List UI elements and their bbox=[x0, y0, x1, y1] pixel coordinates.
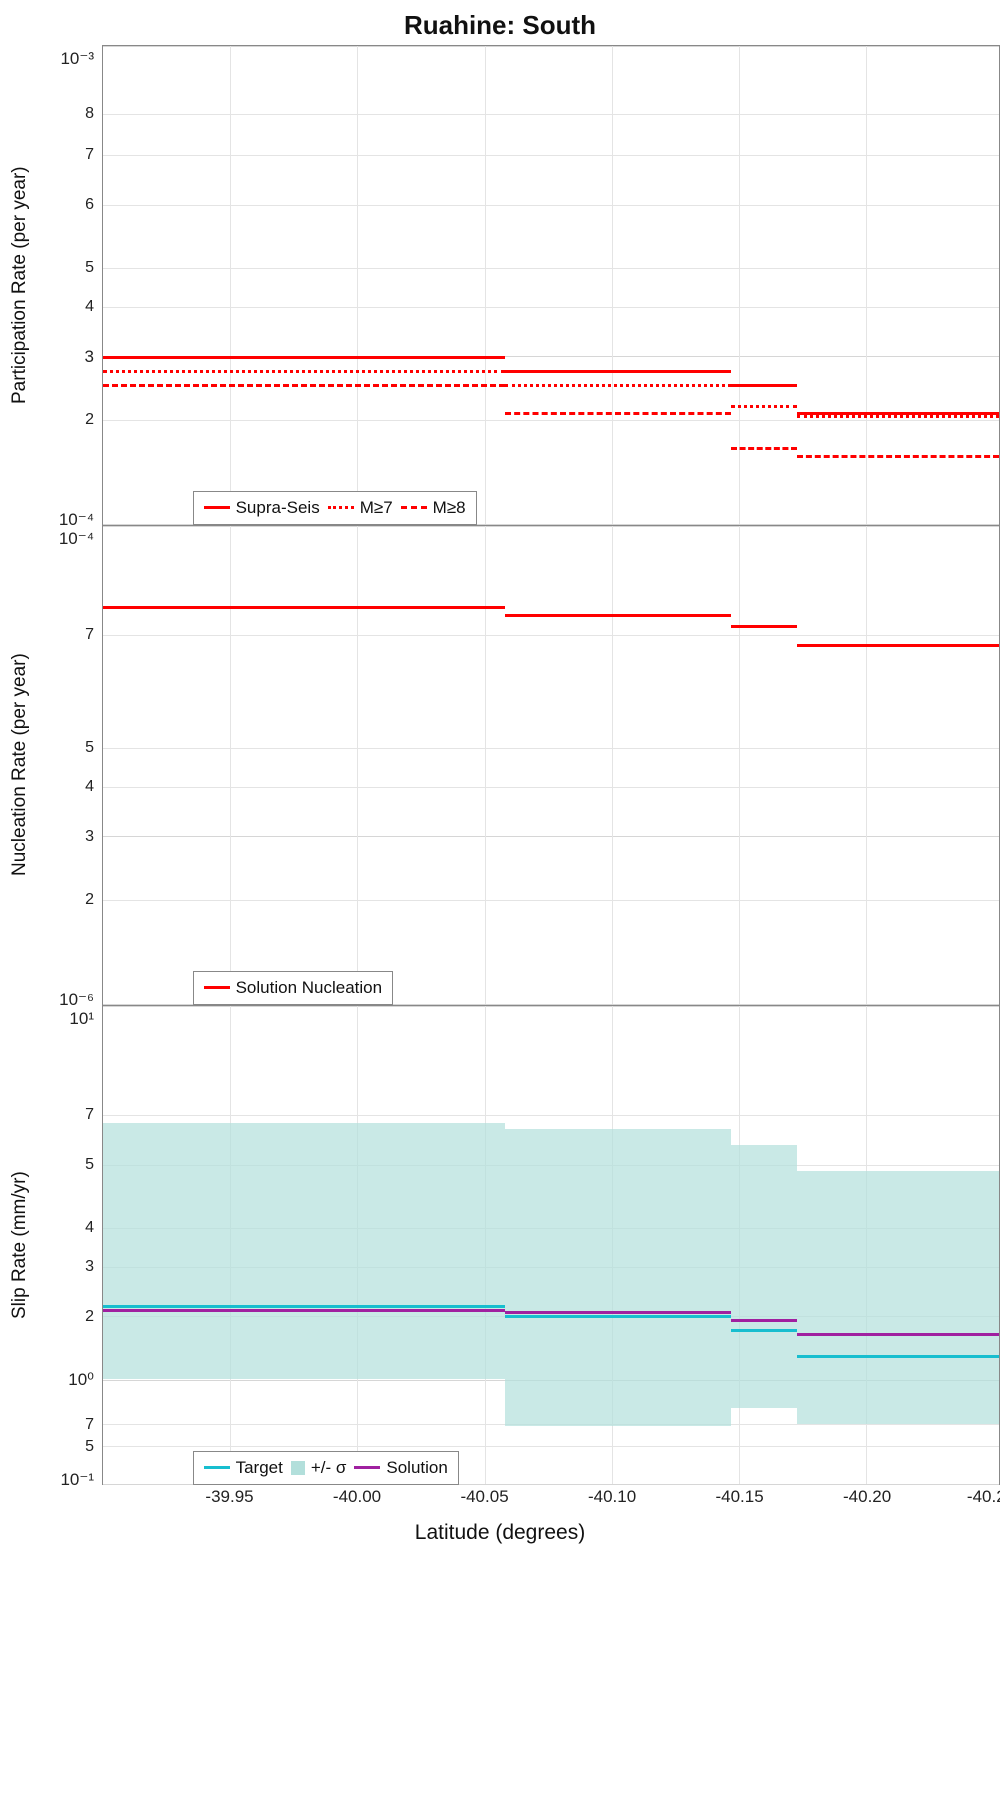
xtick-3: -40.10 bbox=[588, 1487, 636, 1507]
band-sigma-seg1 bbox=[103, 1123, 505, 1379]
xtick-0: -39.95 bbox=[205, 1487, 253, 1507]
panel-sliprate: Slip Rate (mm/yr) 10¹ 7 5 4 3 2 10⁰ 7 5 … bbox=[0, 1005, 1000, 1485]
ytick3-5: 5 bbox=[85, 1438, 94, 1456]
band-sigma-seg2 bbox=[505, 1129, 731, 1425]
ytick-2: 2 bbox=[85, 411, 94, 429]
axis-numbers-sliprate: 10¹ 7 5 4 3 2 10⁰ 7 5 10⁻¹ bbox=[40, 1005, 102, 1485]
ytick-top2: 10⁻⁴ bbox=[59, 529, 94, 549]
ylabel-participation: Participation Rate (per year) bbox=[0, 45, 40, 525]
ytick-7: 7 bbox=[85, 146, 94, 164]
legend-participation[interactable]: Supra-Seis M≥7 M≥8 bbox=[193, 491, 477, 525]
ytick2-2: 2 bbox=[85, 891, 94, 909]
axis-numbers-nucleation: 10⁻⁴ 7 5 4 3 2 10⁻⁶ bbox=[40, 525, 102, 1005]
plot-area-sliprate: Target +/- σ Solution bbox=[102, 1005, 1000, 1485]
line-solution-nucleation-seg4 bbox=[797, 644, 999, 647]
line-solution-nucleation-seg3 bbox=[731, 625, 797, 628]
xaxis-row: -39.95 -40.00 -40.05 -40.10 -40.15 -40.2… bbox=[0, 1485, 1000, 1519]
line-m7-seg1 bbox=[103, 370, 505, 373]
line-target-seg1 bbox=[103, 1305, 505, 1308]
xtick-2: -40.05 bbox=[460, 1487, 508, 1507]
xtick-5: -40.20 bbox=[843, 1487, 891, 1507]
ytick3-7: 7 bbox=[85, 1106, 94, 1124]
ylabel-nucleation: Nucleation Rate (per year) bbox=[0, 525, 40, 1005]
chart-container: Ruahine: South Participation Rate (per y… bbox=[0, 0, 1000, 1559]
ytick-3: 3 bbox=[85, 347, 94, 367]
ytick3-4: 4 bbox=[85, 1219, 94, 1237]
plot-area-nucleation: Solution Nucleation bbox=[102, 525, 1000, 1005]
legend-nucleation[interactable]: Solution Nucleation bbox=[193, 971, 393, 1005]
ytick3-3: 3 bbox=[85, 1258, 94, 1276]
xaxis-title: Latitude (degrees) bbox=[0, 1519, 1000, 1559]
line-supra-seis-seg2 bbox=[505, 370, 731, 373]
line-m7-seg3 bbox=[731, 405, 797, 408]
line-m7-seg4 bbox=[797, 415, 999, 418]
ytick3-2: 2 bbox=[85, 1308, 94, 1326]
ytick3-5b: 5 bbox=[85, 1156, 94, 1174]
xtick-1: -40.00 bbox=[333, 1487, 381, 1507]
xaxis-labels: -39.95 -40.00 -40.05 -40.10 -40.15 -40.2… bbox=[102, 1485, 1000, 1519]
ytick-4: 4 bbox=[85, 298, 94, 316]
line-m8-seg1 bbox=[103, 384, 505, 387]
line-target-seg3 bbox=[731, 1329, 797, 1332]
band-sigma-seg4 bbox=[797, 1171, 999, 1424]
legend-sliprate[interactable]: Target +/- σ Solution bbox=[193, 1451, 459, 1485]
ytick3-1: 10⁰ bbox=[68, 1370, 94, 1390]
ytick-6: 6 bbox=[85, 196, 94, 214]
line-solution-nucleation-seg2 bbox=[505, 614, 731, 617]
legend-item-m7: M≥7 bbox=[328, 498, 393, 518]
legend-item-target: Target bbox=[204, 1458, 283, 1478]
axis-numbers-participation: 10⁻³ 8 7 6 5 4 3 2 10⁻⁴ bbox=[40, 45, 102, 525]
line-m8-seg3 bbox=[731, 447, 797, 450]
plot-area-participation: Supra-Seis M≥7 M≥8 bbox=[102, 45, 1000, 525]
line-m8-seg4 bbox=[797, 455, 999, 458]
line-m8-seg2 bbox=[505, 412, 731, 415]
legend-item-supra-seis: Supra-Seis bbox=[204, 498, 320, 518]
legend-item-m8: M≥8 bbox=[401, 498, 466, 518]
line-supra-seis-seg3 bbox=[731, 384, 797, 387]
panel-nucleation: Nucleation Rate (per year) 10⁻⁴ 7 5 4 3 … bbox=[0, 525, 1000, 1005]
line-m7-seg2 bbox=[505, 384, 731, 387]
legend-item-sigma: +/- σ bbox=[291, 1458, 347, 1478]
line-solution-seg2 bbox=[505, 1311, 731, 1314]
ytick-top: 10⁻³ bbox=[60, 49, 94, 69]
line-solution-seg4 bbox=[797, 1333, 999, 1336]
legend-item-solution-nucleation: Solution Nucleation bbox=[204, 978, 382, 998]
ytick2-4: 4 bbox=[85, 778, 94, 796]
chart-title: Ruahine: South bbox=[0, 0, 1000, 45]
panel-participation: Participation Rate (per year) 10⁻³ 8 7 6… bbox=[0, 45, 1000, 525]
ytick2-5: 5 bbox=[85, 739, 94, 757]
ytick-top3: 10¹ bbox=[69, 1009, 94, 1029]
ytick3-bottom: 10⁻¹ bbox=[60, 1470, 94, 1490]
ytick2-7: 7 bbox=[85, 626, 94, 644]
line-target-seg2 bbox=[505, 1315, 731, 1318]
xtick-6: -40.25 bbox=[967, 1487, 1000, 1507]
line-solution-seg1 bbox=[103, 1309, 505, 1312]
line-solution-seg3 bbox=[731, 1319, 797, 1322]
ytick3-7b: 7 bbox=[85, 1416, 94, 1434]
band-sigma-seg3 bbox=[731, 1145, 797, 1408]
ytick2-3: 3 bbox=[85, 828, 94, 846]
xtick-4: -40.15 bbox=[715, 1487, 763, 1507]
line-supra-seis-seg1 bbox=[103, 356, 505, 359]
legend-item-solution: Solution bbox=[354, 1458, 447, 1478]
ylabel-sliprate: Slip Rate (mm/yr) bbox=[0, 1005, 40, 1485]
line-target-seg4 bbox=[797, 1355, 999, 1358]
ytick-8: 8 bbox=[85, 105, 94, 123]
line-solution-nucleation-seg1 bbox=[103, 606, 505, 609]
ytick-5: 5 bbox=[85, 259, 94, 277]
